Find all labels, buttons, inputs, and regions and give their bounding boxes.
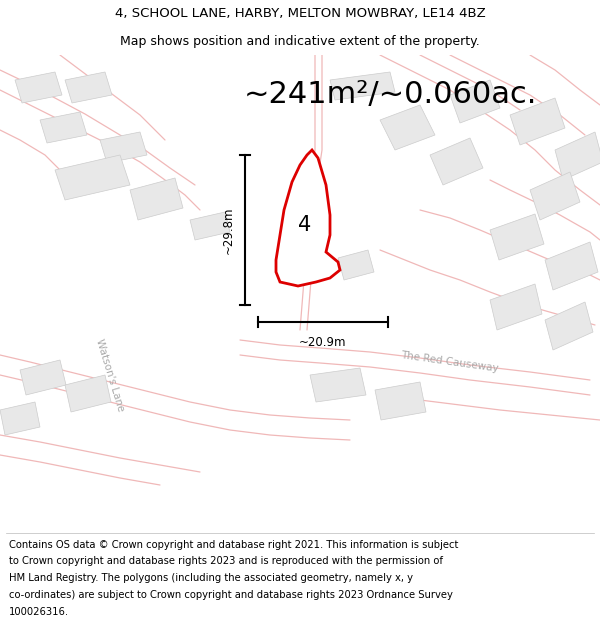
Text: to Crown copyright and database rights 2023 and is reproduced with the permissio: to Crown copyright and database rights 2… [9,556,443,566]
Text: ~241m²/~0.060ac.: ~241m²/~0.060ac. [244,81,536,109]
Polygon shape [40,112,87,143]
Polygon shape [130,178,183,220]
Polygon shape [276,150,340,286]
Text: HM Land Registry. The polygons (including the associated geometry, namely x, y: HM Land Registry. The polygons (includin… [9,573,413,583]
Polygon shape [555,132,600,180]
Polygon shape [0,402,40,435]
Text: Watson's Lane: Watson's Lane [94,338,126,412]
Text: The Red Causeway: The Red Causeway [400,350,500,374]
Polygon shape [20,360,66,395]
Polygon shape [530,172,580,220]
Polygon shape [490,214,544,260]
Polygon shape [510,98,565,145]
Polygon shape [380,105,435,150]
Polygon shape [100,132,147,163]
Text: Contains OS data © Crown copyright and database right 2021. This information is : Contains OS data © Crown copyright and d… [9,539,458,549]
Text: School Lane: School Lane [313,180,328,240]
Polygon shape [65,375,111,412]
Polygon shape [15,72,62,103]
Polygon shape [330,72,395,100]
Polygon shape [450,80,500,123]
Text: Map shows position and indicative extent of the property.: Map shows position and indicative extent… [120,35,480,48]
Polygon shape [545,302,593,350]
Text: ~29.8m: ~29.8m [222,206,235,254]
Text: 4, SCHOOL LANE, HARBY, MELTON MOWBRAY, LE14 4BZ: 4, SCHOOL LANE, HARBY, MELTON MOWBRAY, L… [115,8,485,20]
Polygon shape [65,72,112,103]
Polygon shape [310,368,366,402]
Polygon shape [190,212,230,240]
Polygon shape [375,382,426,420]
Polygon shape [338,250,374,280]
Text: 4: 4 [298,215,311,235]
Text: ~20.9m: ~20.9m [299,336,347,349]
Text: 100026316.: 100026316. [9,607,69,617]
Polygon shape [55,155,130,200]
Text: co-ordinates) are subject to Crown copyright and database rights 2023 Ordnance S: co-ordinates) are subject to Crown copyr… [9,590,453,600]
Polygon shape [490,284,542,330]
Polygon shape [545,242,598,290]
Polygon shape [430,138,483,185]
